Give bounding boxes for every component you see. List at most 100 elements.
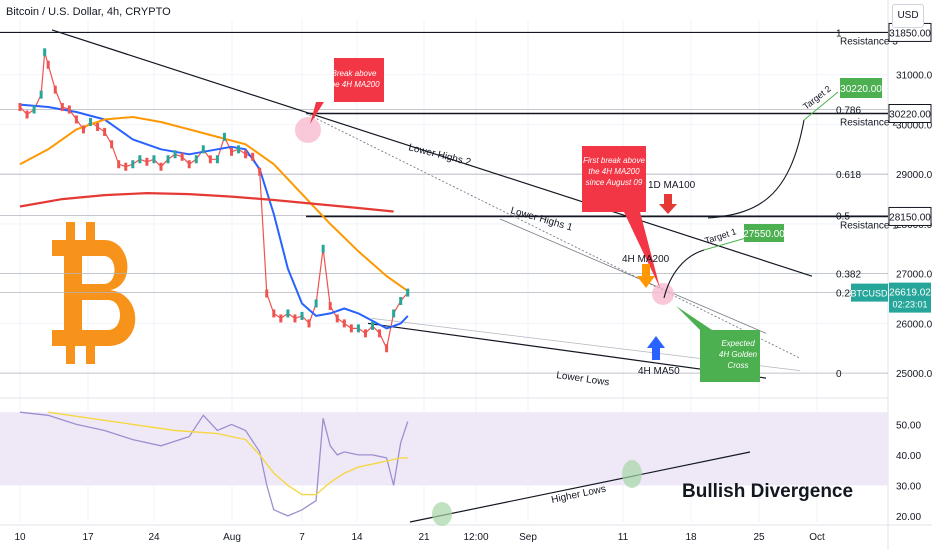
ticker-tag-box xyxy=(851,283,888,302)
candle xyxy=(399,297,403,306)
candle xyxy=(74,115,78,124)
candle xyxy=(363,329,367,338)
rsi-line xyxy=(19,411,409,517)
callout-break-box xyxy=(310,58,384,124)
x-tick-label: 12:00 xyxy=(463,532,488,543)
fib-level-label: 0.618 xyxy=(836,170,861,181)
candle xyxy=(46,60,50,69)
ticker-tag-label: BTCUSD xyxy=(850,289,888,299)
candle xyxy=(286,309,290,318)
candle xyxy=(187,160,191,169)
candle xyxy=(152,155,156,164)
callout-text: Expected xyxy=(721,339,755,348)
target-1-line xyxy=(703,237,747,251)
fib-level-label: 0 xyxy=(836,369,842,380)
candle xyxy=(378,329,382,338)
rsi-ma-line xyxy=(48,411,408,496)
down-arrow-icon xyxy=(637,264,655,288)
candle xyxy=(201,145,205,154)
break-highlight xyxy=(295,117,321,143)
callout-text: the 4H MA200 xyxy=(588,167,640,176)
candle xyxy=(335,314,339,323)
chart-title: Bitcoin / U.S. Dollar, 4h, CRYPTO xyxy=(6,6,171,18)
rsi-tick-label: 20.00 xyxy=(896,512,921,523)
x-tick-label: 17 xyxy=(82,532,94,543)
candle xyxy=(138,155,142,164)
x-tick-label: Oct xyxy=(809,532,825,543)
callout-first-box xyxy=(582,146,660,288)
ma100-label: 1D MA100 xyxy=(648,180,696,191)
break-highlight xyxy=(652,283,674,305)
low-highlight xyxy=(622,460,642,488)
price-tag-label: 30220.00 xyxy=(889,110,931,121)
callout-text: First break above xyxy=(583,156,645,165)
lower-highs-1-line xyxy=(499,218,767,334)
candle xyxy=(279,314,283,323)
x-tick-label: 7 xyxy=(299,532,305,543)
candle xyxy=(180,152,184,161)
target-1-value: 27550.00 xyxy=(743,229,785,240)
series-lines xyxy=(18,48,410,353)
x-tick-label: Sep xyxy=(519,532,537,543)
lower-highs-2-line xyxy=(51,29,813,277)
candle xyxy=(392,309,396,318)
y-tick-label: 29000.00 xyxy=(896,170,932,181)
target-2-value: 30220.00 xyxy=(840,84,882,95)
candle xyxy=(222,132,226,141)
candle xyxy=(89,117,92,126)
candle xyxy=(321,244,325,253)
last-price-label: 26619.02 xyxy=(889,288,931,299)
low-highlight xyxy=(432,502,452,526)
candle xyxy=(244,150,248,159)
candle xyxy=(145,157,149,166)
candle xyxy=(342,319,346,328)
candle xyxy=(60,103,64,112)
price-tag-box xyxy=(888,206,932,226)
fib-level-label: 1 xyxy=(836,28,842,39)
y-tick-label: 25000.00 xyxy=(896,369,932,380)
y-tick-label: 27000.00 xyxy=(896,270,932,281)
fib-level-label: 0.382 xyxy=(836,270,861,281)
currency-button[interactable]: USD xyxy=(892,4,924,28)
rsi-tick-label: 40.00 xyxy=(896,451,921,462)
candle xyxy=(307,319,311,328)
candle xyxy=(124,162,128,171)
last-price-box xyxy=(889,282,931,313)
y-tick-label: 31000.00 xyxy=(896,71,932,82)
candle xyxy=(265,289,269,298)
candle xyxy=(67,105,71,114)
target-1-box xyxy=(744,224,784,242)
x-tick-label: 24 xyxy=(148,532,160,543)
x-tick-label: 10 xyxy=(14,532,26,543)
x-tick-label: 18 xyxy=(685,532,697,543)
candle xyxy=(208,155,212,164)
rsi-tick-label: 50.00 xyxy=(896,420,921,431)
candle xyxy=(328,301,332,310)
callout-text: since August 09 xyxy=(586,178,643,187)
target-2-line xyxy=(803,91,839,121)
resistance-label: Resistance 3 xyxy=(840,36,898,47)
x-tick-label: 25 xyxy=(753,532,765,543)
series-4h-ma200 xyxy=(19,116,409,292)
candle xyxy=(166,155,170,164)
rsi-axis: 20.00 30.00 40.00 50.00 xyxy=(896,420,921,523)
rsi-pane: Higher Lows Bullish Divergence xyxy=(19,411,853,526)
candle xyxy=(215,155,219,164)
candle xyxy=(371,321,374,330)
fib-level-label: 0.786 xyxy=(836,106,861,117)
x-axis: 10 17 24 Aug 7 14 21 12:00 Sep 11 18 25 Oct xyxy=(14,532,825,543)
candle xyxy=(385,344,389,353)
candle xyxy=(39,90,43,99)
candle xyxy=(43,48,47,57)
lower-highs-2-label: Lower Highs 2 xyxy=(407,142,472,168)
fib-level-label: 0.236 xyxy=(836,289,861,300)
candle xyxy=(406,288,410,297)
x-tick-label: 11 xyxy=(618,532,629,543)
candle xyxy=(53,85,57,94)
x-tick-label: Aug xyxy=(223,532,241,543)
up-arrow-icon xyxy=(647,336,665,360)
